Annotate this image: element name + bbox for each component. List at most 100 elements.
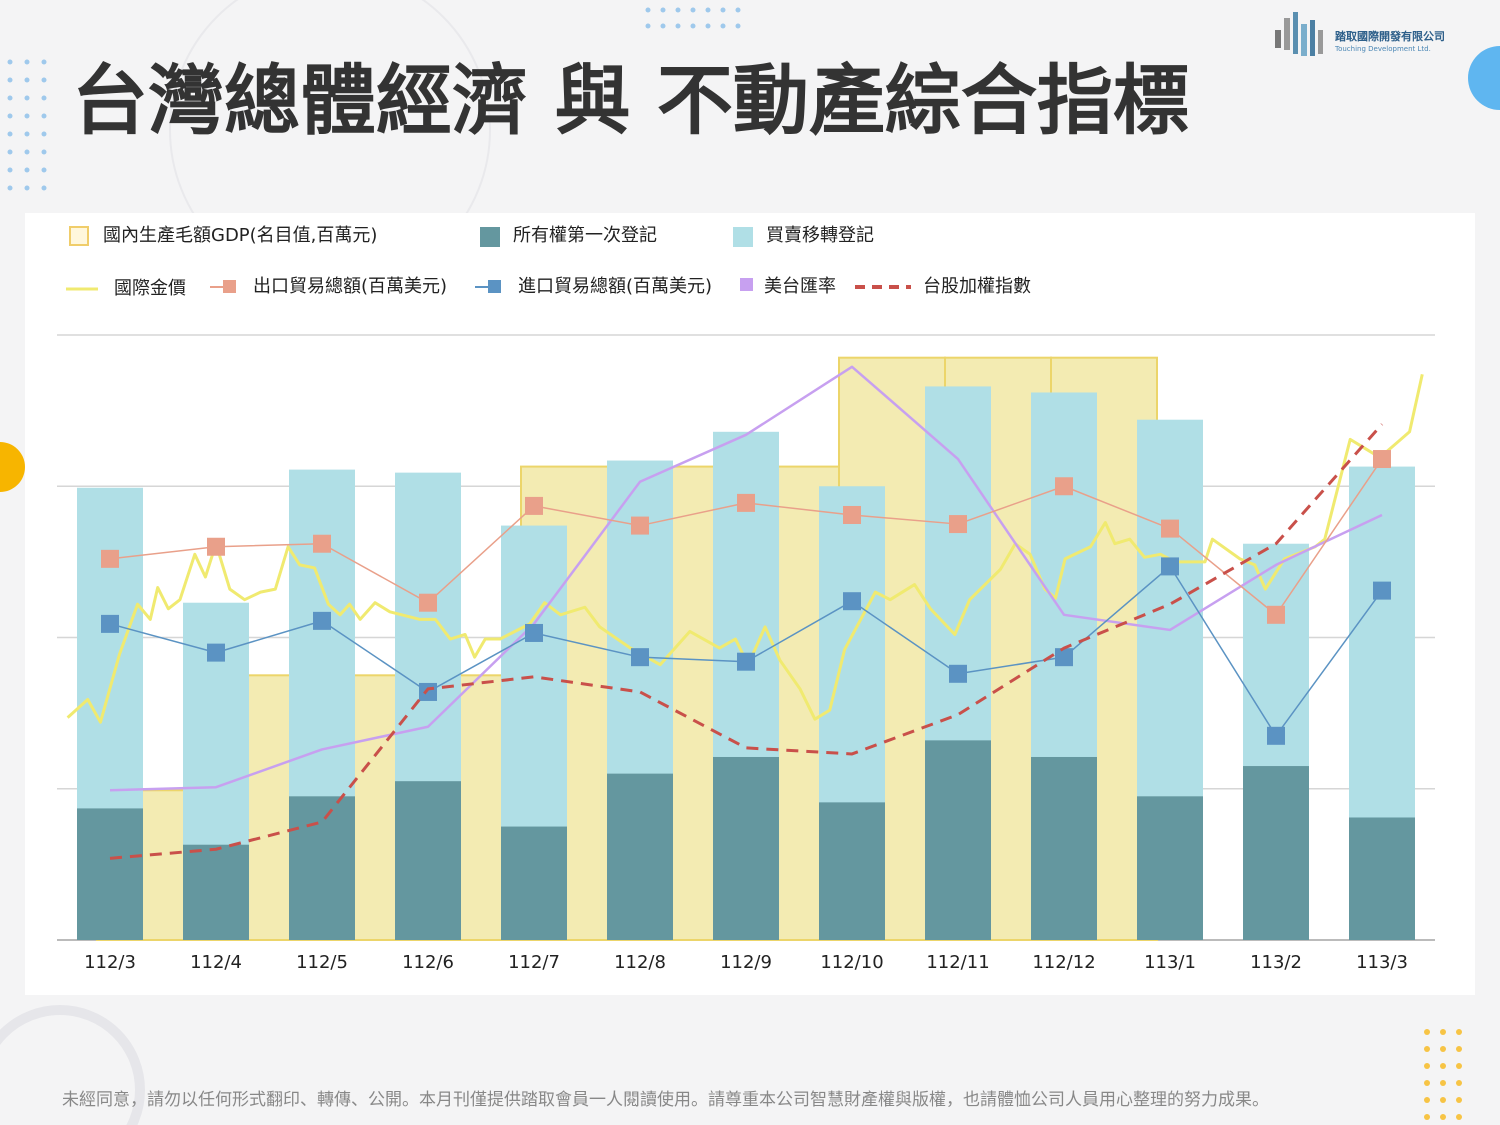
x-tick-label: 113/2	[1250, 952, 1302, 973]
dot	[41, 149, 47, 155]
dot	[7, 77, 13, 83]
marker	[313, 534, 331, 553]
x-tick-label: 112/5	[296, 952, 348, 973]
dot	[24, 167, 30, 173]
bar	[1031, 756, 1097, 940]
legend-label: 美台匯率	[764, 276, 836, 297]
x-tick-label: 113/3	[1356, 952, 1408, 973]
chart: 112/3 112/4 112/5 112/6 112/7 112/8 112/9 112/1…	[57, 225, 1435, 973]
marker	[101, 614, 119, 633]
x-tick-label: 113/1	[1144, 952, 1196, 973]
dot	[1440, 1029, 1446, 1035]
bar	[289, 796, 355, 940]
dot	[645, 7, 651, 13]
dot	[24, 59, 30, 65]
dot	[660, 7, 666, 13]
dot	[41, 185, 47, 191]
marker	[843, 592, 861, 611]
dot	[24, 149, 30, 155]
marker	[313, 611, 331, 630]
footer: 未經同意，請勿以任何形式翻印、轉傳、公開。本月刊僅提供踏取會員一人閱讀使用。請尊…	[62, 1089, 1269, 1110]
dot	[690, 7, 696, 13]
marker	[631, 648, 649, 667]
dot	[660, 23, 666, 29]
dot	[1456, 1080, 1462, 1086]
dot	[7, 167, 13, 173]
dot	[1440, 1063, 1446, 1069]
bar	[925, 740, 991, 940]
legend-label: 進口貿易總額(百萬美元)	[518, 276, 712, 297]
dot	[24, 77, 30, 83]
legend-swatch	[733, 227, 753, 247]
bar	[501, 826, 567, 940]
dot	[1440, 1097, 1446, 1103]
dot	[720, 23, 726, 29]
legend-label: 台股加權指數	[923, 276, 1031, 297]
marker	[737, 652, 755, 671]
dot	[645, 23, 651, 29]
dot	[1456, 1063, 1462, 1069]
dot	[1440, 1046, 1446, 1052]
dot	[1424, 1029, 1430, 1035]
dot	[1456, 1046, 1462, 1052]
x-tick-label: 112/12	[1032, 952, 1095, 973]
bar	[1349, 817, 1415, 940]
x-tick-label: 112/9	[720, 952, 772, 973]
legend-swatch	[223, 280, 236, 293]
marker	[419, 682, 437, 701]
marker	[1055, 648, 1073, 667]
legend-label: 所有權第一次登記	[513, 225, 657, 246]
x-tick-label: 112/6	[402, 952, 454, 973]
bar	[607, 773, 673, 940]
x-tick-label: 112/3	[84, 952, 136, 973]
marker	[101, 549, 119, 568]
dot	[1424, 1080, 1430, 1086]
dot	[720, 7, 726, 13]
dot	[41, 167, 47, 173]
marker	[525, 496, 543, 515]
dot	[41, 59, 47, 65]
marker	[737, 493, 755, 512]
dot	[1456, 1097, 1462, 1103]
dot	[690, 23, 696, 29]
legend-label: 出口貿易總額(百萬美元)	[253, 276, 447, 297]
marker	[1161, 557, 1179, 576]
dot	[675, 7, 681, 13]
bar	[77, 808, 143, 940]
dot	[7, 149, 13, 155]
dot	[1424, 1097, 1430, 1103]
x-tick-label: 112/11	[926, 952, 989, 973]
bar	[713, 756, 779, 940]
marker	[1055, 477, 1073, 496]
marker	[949, 664, 967, 683]
marker	[1373, 450, 1391, 469]
dot	[1424, 1063, 1430, 1069]
marker	[207, 643, 225, 662]
dot	[41, 77, 47, 83]
dot	[7, 59, 13, 65]
dot	[705, 23, 711, 29]
dot	[1456, 1029, 1462, 1035]
legend-swatch	[480, 227, 500, 247]
legend-swatch	[69, 226, 89, 246]
dot	[41, 95, 47, 101]
dot	[41, 131, 47, 137]
legend-swatch	[488, 280, 501, 293]
dot	[735, 23, 741, 29]
legend-label: 國際金價	[114, 278, 186, 299]
marker	[207, 537, 225, 556]
bar	[819, 802, 885, 940]
marker	[1267, 726, 1285, 745]
dot	[735, 7, 741, 13]
dot	[1456, 1114, 1462, 1120]
line	[109, 365, 1383, 792]
dot	[7, 131, 13, 137]
marker	[843, 505, 861, 524]
marker	[631, 516, 649, 535]
dot	[24, 113, 30, 119]
dot	[41, 113, 47, 119]
page-title: 台灣總體經濟 與 不動產綜合指標	[72, 56, 1189, 145]
logo-english: Touching Development Ltd.	[1334, 45, 1431, 53]
dot	[7, 113, 13, 119]
